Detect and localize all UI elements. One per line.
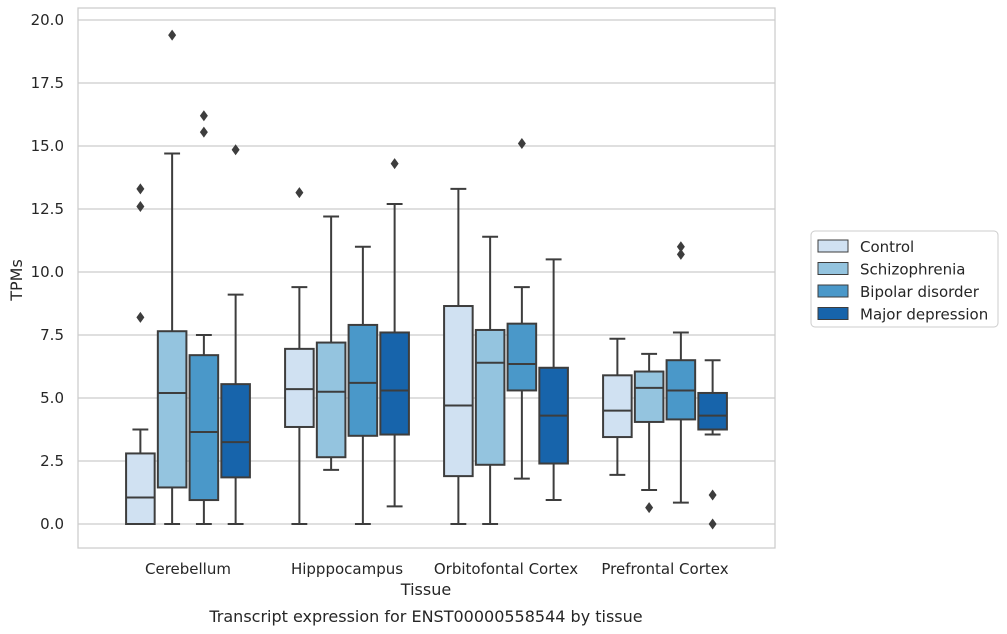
outlier-marker: [136, 183, 145, 195]
box-group: [665, 241, 697, 504]
y-tick-label: 12.5: [31, 200, 64, 218]
box-group: [315, 215, 347, 471]
outlier-marker: [136, 311, 145, 323]
outlier-marker: [676, 241, 685, 253]
plot-frame: [77, 7, 776, 549]
y-tick-label: 10.0: [31, 263, 64, 281]
box: [443, 305, 474, 478]
legend-swatch: [817, 262, 849, 275]
y-tick-label: 15.0: [31, 137, 64, 155]
box-group: [443, 187, 474, 525]
box-group: [284, 187, 315, 525]
outlier-marker: [136, 200, 145, 212]
box: [347, 323, 379, 437]
outlier-marker: [295, 187, 304, 199]
outlier-marker: [645, 502, 654, 514]
outlier-marker: [708, 489, 717, 501]
legend-label: Schizophrenia: [860, 261, 965, 279]
box: [125, 452, 156, 525]
outlier-marker: [199, 110, 208, 122]
x-tick-label: Hipppocampus: [291, 560, 403, 578]
legend-label: Control: [860, 238, 914, 256]
legend: Control Schizophrenia Bipolar disorder Majo…: [810, 230, 999, 328]
y-axis-label: TPMs: [7, 259, 26, 302]
outlier-marker: [199, 126, 208, 138]
box-plots: [125, 29, 728, 530]
box-group: [697, 359, 728, 530]
x-tick-labels: Cerebellum Hipppocampus Orbitofontal Corte…: [145, 560, 729, 578]
x-tick-label: Cerebellum: [145, 560, 231, 578]
box-group: [188, 110, 220, 525]
legend-label: Bipolar disorder: [860, 283, 980, 301]
box: [474, 328, 506, 466]
box-group: [506, 137, 538, 480]
box: [315, 341, 347, 459]
box: [697, 391, 728, 431]
box-group: [602, 337, 633, 476]
box: [284, 347, 315, 428]
box: [506, 322, 538, 392]
legend-label: Major depression: [860, 306, 988, 324]
box-group: [538, 258, 569, 502]
legend-swatch: [817, 284, 849, 298]
box: [156, 330, 188, 489]
box-group: [156, 29, 188, 525]
legend-swatch: [817, 239, 849, 253]
x-tick-label: Orbitofontal Cortex: [434, 560, 578, 578]
y-tick-label: 7.5: [40, 326, 64, 344]
box-group: [379, 158, 410, 508]
outlier-marker: [168, 29, 177, 41]
box: [633, 370, 665, 423]
outlier-marker: [390, 158, 399, 170]
y-tick-labels: 0.0 2.5 5.0 7.5 10.0 12.5 15.0 17.5 20.0: [31, 11, 64, 533]
x-tick-label: Prefrontal Cortex: [601, 560, 728, 578]
box: [379, 331, 410, 436]
box-group: [125, 183, 156, 525]
y-tick-label: 20.0: [31, 11, 64, 29]
x-axis-label: Tissue: [400, 580, 451, 599]
outlier-marker: [231, 144, 240, 156]
y-tick-label: 2.5: [40, 452, 64, 470]
y-tick-label: 17.5: [31, 74, 64, 92]
outlier-marker: [517, 137, 526, 149]
legend-swatch: [817, 307, 849, 320]
box-group: [633, 352, 665, 514]
box-group: [220, 144, 251, 525]
box: [602, 374, 633, 439]
y-tick-label: 0.0: [40, 515, 64, 533]
outlier-marker: [676, 248, 685, 260]
box: [220, 383, 251, 479]
legend-frame: [810, 230, 999, 328]
y-tick-label: 5.0: [40, 389, 64, 407]
box-group: [474, 235, 506, 525]
box: [188, 354, 220, 502]
outlier-marker: [708, 518, 717, 530]
figure-caption: Transcript expression for ENST0000055854…: [208, 607, 642, 626]
box-group: [347, 245, 379, 525]
